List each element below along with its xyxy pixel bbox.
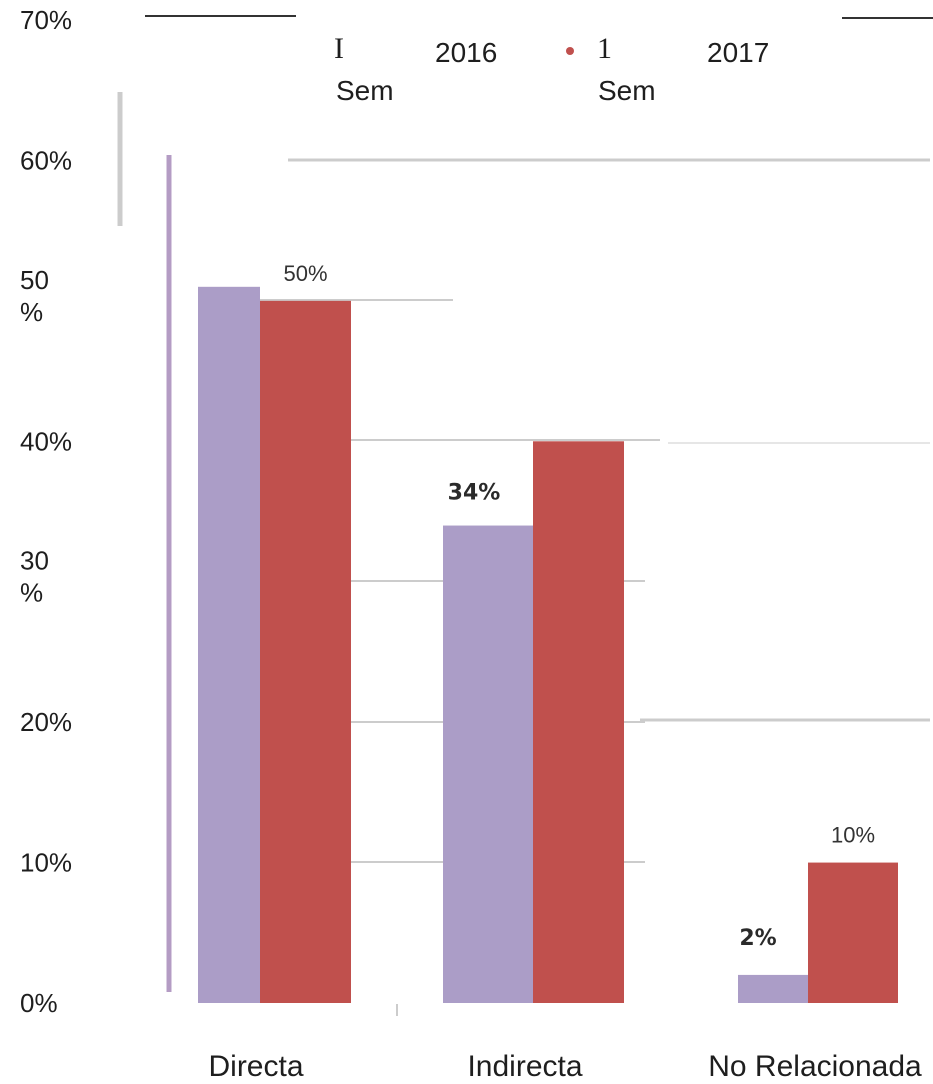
category-label: Indirecta	[467, 1050, 582, 1083]
category-label: Directa	[208, 1050, 303, 1083]
legend-mark-2016: I	[334, 32, 344, 65]
legend: I Sem 2016 1 Sem 2017	[334, 32, 769, 106]
bars	[198, 286, 898, 1003]
legend-dot-icon	[566, 47, 574, 55]
y-tick-label: 40%	[20, 426, 72, 456]
y-tick-label: 60%	[20, 145, 72, 175]
legend-word-2017: Sem	[598, 75, 656, 106]
data-label: 34%	[448, 481, 501, 506]
bar-2017	[533, 441, 624, 1003]
bar-2016	[443, 525, 533, 1003]
data-label: 50%	[283, 261, 327, 286]
bar-2016	[198, 286, 260, 1003]
category-labels: Directa Indirecta No Relacionada	[208, 1050, 922, 1083]
data-label: 2%	[739, 926, 776, 951]
y-tick-label: 20%	[20, 707, 72, 737]
y-tick-label: 70%	[20, 5, 72, 35]
y-tick-label: 50%	[20, 265, 49, 327]
bar-2017	[808, 862, 898, 1003]
bar-2017	[260, 300, 351, 1003]
y-axis-ticks: 0% 10% 20% 30 % 40% 50 % 60% 70%	[20, 5, 72, 1018]
legend-word-2016: Sem	[336, 75, 394, 106]
y-tick-label: 30%	[20, 546, 49, 608]
y-tick-label: 0%	[20, 988, 58, 1018]
legend-year-2016: 2016	[435, 37, 497, 68]
data-labels: 34% 2% 50% 10%	[283, 261, 875, 951]
data-label: 10%	[831, 823, 875, 848]
bar-2016	[738, 974, 808, 1003]
y-tick-label: 10%	[20, 848, 72, 878]
legend-year-2017: 2017	[707, 37, 769, 68]
legend-mark-2017: 1	[597, 32, 612, 65]
category-label: No Relacionada	[708, 1050, 922, 1083]
decor-lines	[117, 15, 933, 1016]
